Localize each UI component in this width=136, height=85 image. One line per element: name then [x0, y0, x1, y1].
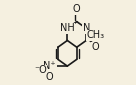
- Text: O: O: [92, 42, 99, 52]
- Text: N: N: [83, 23, 90, 33]
- Text: N⁺: N⁺: [44, 61, 56, 71]
- Text: O: O: [46, 72, 54, 82]
- Text: NH: NH: [60, 23, 75, 33]
- Text: ⁻O: ⁻O: [34, 65, 47, 75]
- Text: CH₃: CH₃: [87, 30, 105, 40]
- Text: O: O: [73, 5, 81, 14]
